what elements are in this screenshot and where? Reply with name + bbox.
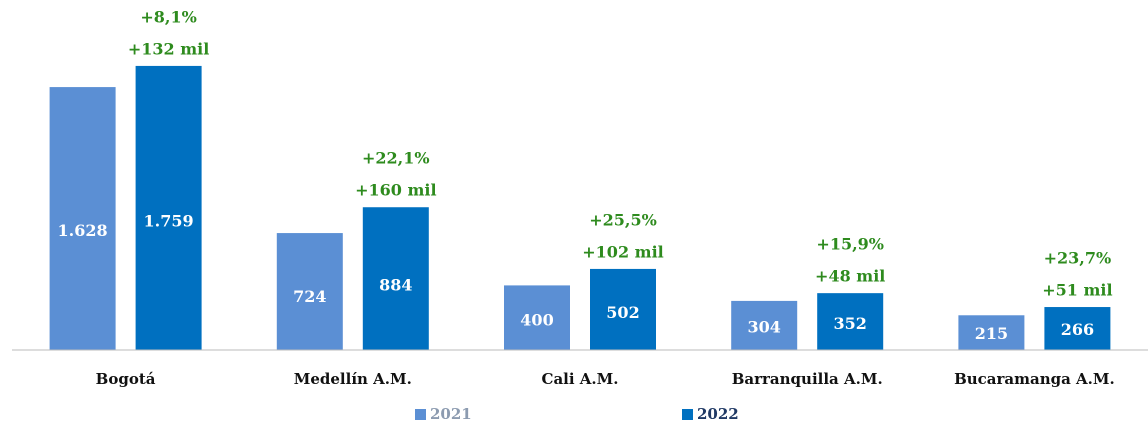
annotation-pct: +8,1% (140, 7, 196, 26)
annotation-diff: +48 mil (815, 267, 885, 286)
legend-swatch (682, 409, 693, 420)
x-tick-label: Barranquilla A.M. (732, 370, 883, 388)
bar (49, 87, 116, 350)
annotation-diff: +51 mil (1042, 281, 1112, 300)
bar (958, 315, 1025, 350)
bar (135, 65, 202, 350)
value-label: 884 (379, 275, 412, 294)
annotation-diff: +102 mil (582, 242, 663, 261)
value-label: 1.628 (58, 221, 108, 240)
x-tick-label: Bogotá (96, 370, 156, 388)
value-label: 724 (293, 287, 326, 306)
value-label: 215 (975, 324, 1008, 343)
legend-swatch (415, 409, 426, 420)
annotation-pct: +22,1% (362, 149, 430, 168)
x-tick-label: Bucaramanga A.M. (954, 370, 1115, 388)
annotation-pct: +25,5% (589, 210, 657, 229)
bar (504, 285, 570, 350)
bar (362, 207, 429, 350)
bar (276, 233, 343, 350)
annotation-diff: +160 mil (355, 181, 436, 200)
value-label: 304 (747, 317, 780, 336)
bar (731, 300, 798, 350)
value-label: 352 (833, 314, 866, 333)
annotation-diff: +132 mil (128, 39, 209, 58)
value-label: 266 (1061, 320, 1094, 339)
annotation-pct: +15,9% (816, 235, 884, 254)
legend-label: 2022 (697, 405, 739, 423)
bar (817, 293, 884, 350)
value-label: 400 (520, 310, 553, 329)
bar (590, 268, 656, 350)
x-tick-label: Medellín A.M. (294, 370, 412, 388)
annotation-pct: +23,7% (1044, 249, 1112, 268)
legend-label: 2021 (430, 405, 472, 423)
bar (1044, 307, 1111, 350)
value-label: 1.759 (144, 212, 194, 231)
x-tick-label: Cali A.M. (542, 370, 619, 388)
value-label: 502 (606, 303, 639, 322)
